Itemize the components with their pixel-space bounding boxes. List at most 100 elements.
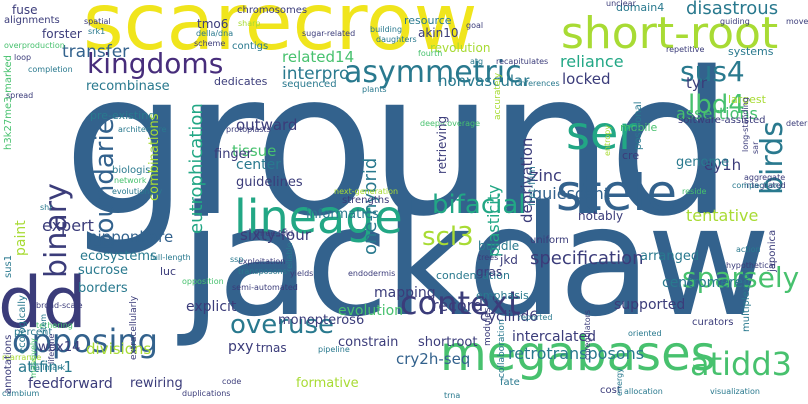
word: cyclind6 bbox=[480, 309, 539, 325]
word: expert bbox=[42, 216, 94, 235]
word: supported bbox=[614, 297, 686, 313]
word: pipeline bbox=[318, 345, 350, 354]
word: tyr bbox=[686, 74, 707, 92]
word: determinants bbox=[786, 119, 808, 128]
word: assertions bbox=[676, 104, 758, 123]
word: short-root bbox=[561, 8, 779, 59]
word: spread bbox=[6, 91, 34, 100]
word: endodermis bbox=[348, 269, 396, 278]
word: related14 bbox=[282, 48, 355, 66]
word: ground bbox=[63, 29, 734, 260]
word: percent bbox=[14, 327, 53, 338]
word: reported bbox=[518, 313, 553, 322]
word: retrieving bbox=[435, 115, 449, 174]
word: scl3 bbox=[422, 222, 474, 252]
word: atidd3 bbox=[690, 345, 793, 383]
word: transfer bbox=[62, 42, 130, 62]
word: luc bbox=[160, 265, 177, 278]
word: wox14 bbox=[38, 340, 81, 355]
word: trees bbox=[478, 253, 499, 262]
word: ecologically bbox=[17, 295, 28, 354]
word: bifacial bbox=[432, 190, 526, 220]
word: repetitive bbox=[666, 45, 705, 54]
word: next-generation bbox=[334, 187, 399, 196]
word: modules bbox=[483, 307, 493, 346]
word: stem bbox=[39, 313, 48, 334]
word: dd bbox=[0, 262, 87, 344]
word: uniform bbox=[530, 235, 569, 246]
word: center bbox=[236, 157, 282, 173]
word: srk1 bbox=[88, 27, 106, 36]
word: guiding bbox=[720, 17, 750, 26]
word: sus1 bbox=[3, 254, 14, 278]
word: feedforward bbox=[28, 376, 113, 392]
word: action bbox=[736, 245, 761, 254]
word: trna bbox=[444, 391, 461, 400]
word: fate bbox=[500, 377, 520, 388]
word: retrotransposons bbox=[508, 344, 645, 363]
word: sequenced bbox=[282, 79, 337, 90]
word: rewiring bbox=[130, 376, 183, 391]
word: compaction bbox=[732, 181, 779, 190]
word: cambium bbox=[2, 389, 40, 398]
word: jackdaw bbox=[180, 173, 771, 350]
word: sharp bbox=[238, 19, 261, 28]
word: daughters bbox=[376, 35, 417, 44]
word: positional bbox=[633, 101, 644, 150]
word: fret-flim bbox=[527, 166, 538, 206]
word: tethering bbox=[36, 321, 73, 330]
word: rearrange bbox=[2, 353, 42, 362]
word: lineage bbox=[234, 190, 403, 244]
word: visualization bbox=[710, 387, 760, 396]
word: inferences bbox=[518, 79, 560, 88]
word: shortroot bbox=[418, 335, 478, 350]
word: borders bbox=[78, 281, 128, 296]
word: finger bbox=[214, 147, 253, 162]
word: chromosomes bbox=[237, 5, 308, 16]
word: record bbox=[432, 296, 484, 315]
word: sixty-four bbox=[240, 226, 311, 244]
word: reside bbox=[682, 187, 707, 196]
word: intercalated bbox=[512, 329, 597, 345]
word: evolutionary bbox=[112, 187, 163, 196]
word: overproduction bbox=[4, 41, 65, 50]
word: lbd4 bbox=[688, 90, 745, 120]
word: divisions bbox=[86, 340, 152, 358]
word: deep-coverage bbox=[420, 119, 481, 128]
word: cry2h-seq bbox=[396, 350, 471, 368]
word: tentative bbox=[686, 206, 759, 225]
word: specification bbox=[530, 248, 644, 269]
word: cost bbox=[600, 385, 621, 396]
word: moves bbox=[786, 17, 808, 26]
word: trnas bbox=[256, 341, 287, 355]
word: exploitation bbox=[238, 257, 286, 266]
word: network bbox=[114, 176, 147, 185]
word: sar bbox=[751, 141, 760, 154]
word: coregulators bbox=[583, 309, 592, 360]
word: notably bbox=[578, 209, 624, 223]
word: massively bbox=[29, 338, 38, 378]
word: mobile bbox=[620, 121, 658, 134]
word: paint bbox=[13, 220, 29, 256]
word: ey1h bbox=[704, 156, 742, 174]
word: explicit bbox=[186, 299, 237, 315]
word: loop bbox=[14, 53, 32, 62]
word: revolution bbox=[430, 41, 491, 55]
word: unclear bbox=[606, 0, 636, 8]
word: constrain bbox=[338, 335, 399, 350]
word: resource bbox=[404, 14, 452, 27]
word: sparsely bbox=[682, 261, 800, 294]
word: gras bbox=[476, 265, 503, 279]
word: shr bbox=[40, 203, 53, 212]
word: domain4 bbox=[616, 1, 665, 14]
word: fourth bbox=[418, 49, 443, 58]
word: software-assisted bbox=[678, 115, 766, 126]
word: quiescent bbox=[532, 184, 610, 203]
word: forster bbox=[42, 27, 82, 41]
word: broad-scale bbox=[36, 301, 83, 310]
word: building bbox=[370, 25, 403, 34]
word: tissue bbox=[232, 142, 277, 160]
word: recapitulates bbox=[496, 57, 549, 66]
word: asymmetric bbox=[344, 55, 522, 90]
word: ser bbox=[566, 106, 638, 160]
